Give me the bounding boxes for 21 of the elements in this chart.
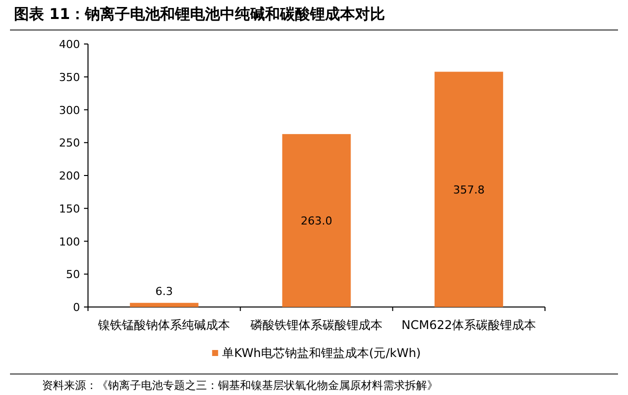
legend-label: 单KWh电芯钠盐和锂盐成本(元/kWh): [222, 346, 421, 360]
y-tick-label: 300: [59, 104, 80, 117]
bar: [282, 134, 351, 307]
y-tick-label: 250: [59, 136, 80, 150]
x-tick-label: 磷酸铁锂体系碳酸锂成本: [250, 318, 382, 332]
y-tick-label: 100: [59, 235, 80, 248]
y-tick-label: 50: [66, 268, 80, 282]
chart-title: 图表 11：钠离子电池和锂电池中纯碱和碳酸锂成本对比: [14, 5, 386, 23]
data-label: 357.8: [453, 183, 485, 196]
x-tick-label: NCM622体系碳酸锂成本: [402, 318, 536, 332]
data-label: 6.3: [155, 284, 173, 298]
y-tick-label: 0: [73, 301, 80, 314]
y-tick-label: 350: [59, 70, 80, 84]
bar: [130, 302, 198, 307]
text: 资料来源：《钠离子电池专题之三：铜基和镍基层状氧化物金属原材料需求拆解》: [42, 379, 438, 392]
y-tick-label: 150: [59, 202, 80, 216]
bar: [434, 72, 504, 307]
data-label: 263.0: [300, 214, 332, 228]
x-tick-label: 镍铁锰酸钠体系纯碱成本: [97, 318, 230, 332]
y-tick-label: 400: [59, 38, 80, 51]
y-tick-label: 200: [59, 170, 80, 182]
